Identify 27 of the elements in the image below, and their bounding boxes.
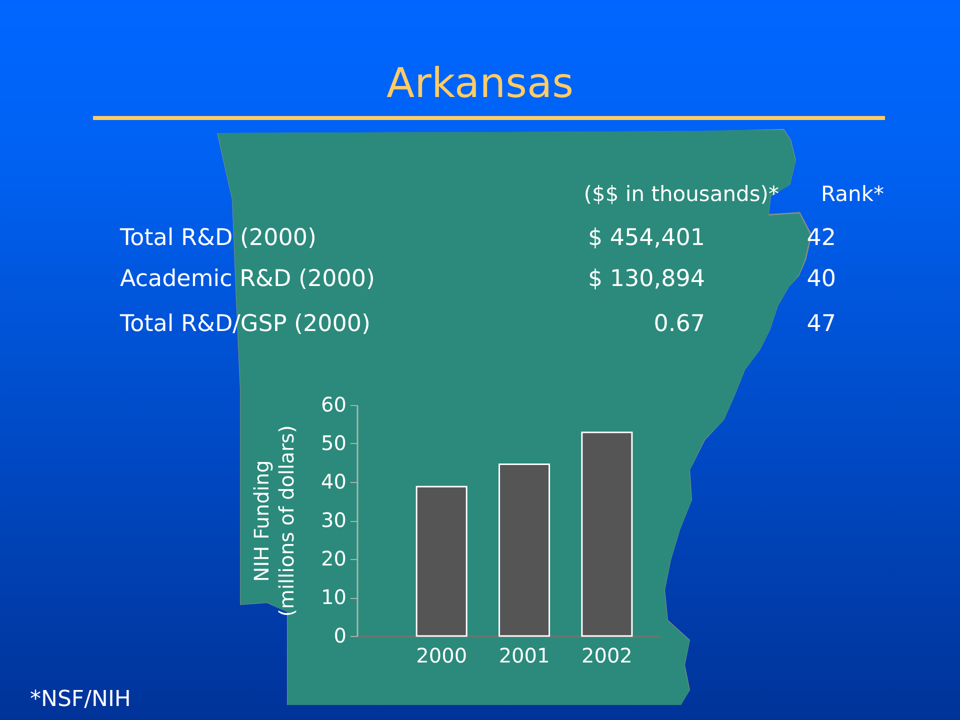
y-axis-title: NIH Funding (millions of dollars): [250, 425, 298, 617]
x-tick-label: 2000: [416, 644, 468, 668]
text: ($$ in thousands)*: [584, 182, 779, 206]
x-tick-label: 2002: [581, 644, 632, 668]
y-tick-label: 20: [321, 546, 346, 570]
text: 42: [806, 225, 836, 251]
y-tick-label: 50: [321, 431, 346, 455]
text: 40: [806, 266, 836, 292]
text: *NSF/NIH: [30, 687, 131, 712]
text: Academic R&D (2000): [120, 266, 375, 292]
text: $ 130,894: [588, 266, 705, 292]
y-tick-label: 40: [321, 470, 346, 494]
y-tick-label: 30: [321, 508, 346, 532]
text: Rank*: [821, 182, 884, 206]
y-tick-label: 60: [321, 392, 346, 416]
text: 47: [806, 311, 836, 337]
bar: [416, 486, 468, 637]
y-tick-label: 0: [334, 624, 346, 648]
text: Total R&D/GSP (2000): [119, 311, 370, 337]
text: 0.67: [654, 311, 705, 337]
text: $ 454,401: [588, 225, 705, 251]
bar: [498, 464, 550, 637]
text: Total R&D (2000): [119, 225, 316, 251]
y-tick-label: 10: [321, 585, 346, 609]
bar: [581, 432, 633, 637]
x-tick-label: 2001: [498, 644, 550, 668]
chart-title: Arkansas: [386, 59, 574, 107]
